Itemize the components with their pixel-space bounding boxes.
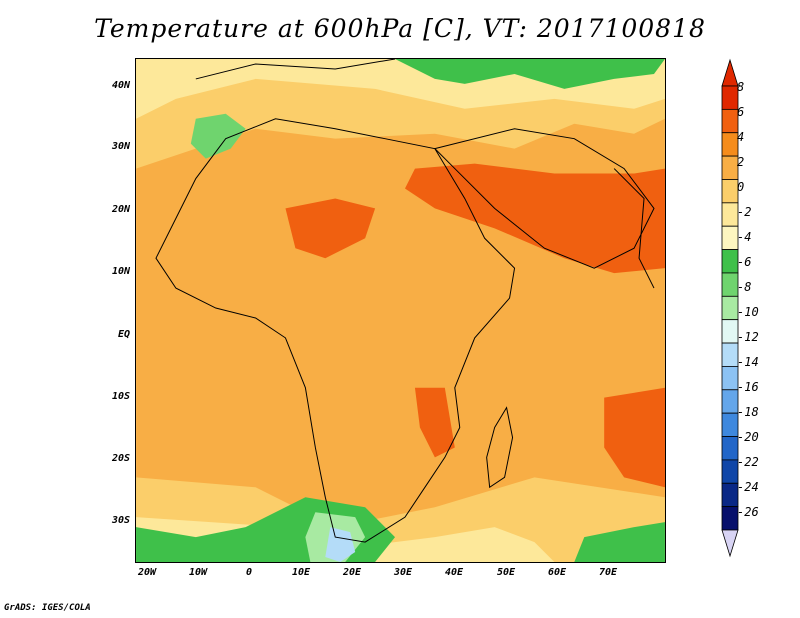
sahel-hot-core: [285, 198, 376, 259]
colorbar-label: -4: [737, 230, 752, 244]
colorbar-swatch: [721, 319, 739, 344]
arabia-coastline: [433, 128, 655, 269]
indian-ocean-hot-core: [604, 387, 665, 488]
colorbar-label: -22: [737, 455, 759, 469]
colorbar-label: -14: [737, 355, 759, 369]
colorbar-label: 6: [737, 105, 745, 119]
colorbar-label: -20: [737, 430, 759, 444]
colorbar-label: -10: [737, 305, 759, 319]
colorbar-swatch: [721, 295, 739, 321]
colorbar-swatch: [721, 225, 739, 250]
colorbar-swatch: [721, 366, 739, 391]
x-tick-label: 60E: [547, 567, 567, 578]
colorbar-swatch: [721, 272, 739, 297]
europe-coastline: [195, 59, 396, 80]
x-tick-label: 10E: [291, 567, 311, 578]
colorbar-label: 8: [737, 80, 745, 94]
x-tick-label: 40E: [444, 567, 464, 578]
colorbar-swatch: [721, 202, 739, 227]
colorbar-label: -16: [737, 380, 759, 394]
colorbar: [721, 58, 739, 558]
colorbar-swatch: [721, 459, 739, 484]
colorbar-bottom-arrow: [721, 529, 739, 558]
x-tick-label: 50E: [496, 567, 516, 578]
colorbar-swatch: [721, 412, 739, 437]
northwest-green-area: [190, 113, 246, 159]
arabian-hot-core: [404, 163, 665, 274]
colorbar-label: -18: [737, 405, 759, 419]
x-tick-label: 0: [245, 567, 253, 578]
y-tick-label: 40N: [111, 80, 130, 91]
colorbar-label: -6: [737, 255, 752, 269]
temperature-map: [135, 58, 666, 563]
y-tick-label: 20S: [111, 453, 130, 464]
southern-coldest-core: [325, 527, 356, 562]
colorbar-swatch: [721, 482, 739, 508]
y-tick-label: 10S: [111, 391, 130, 402]
colorbar-swatch: [721, 108, 739, 134]
y-tick-label: 20N: [111, 204, 130, 215]
colorbar-label: -24: [737, 480, 759, 494]
colorbar-swatch: [721, 436, 739, 461]
grads-credit: GrADS: IGES/COLA: [4, 603, 91, 613]
x-tick-label: 20E: [342, 567, 362, 578]
madagascar-coastline: [486, 406, 514, 489]
colorbar-swatch: [721, 389, 739, 414]
map-title: Temperature at 600hPa [C], VT: 201710081…: [94, 14, 706, 43]
colorbar-swatch: [721, 132, 739, 157]
colorbar-label: 4: [737, 130, 745, 144]
colorbar-label: 0: [737, 180, 745, 194]
colorbar-swatch: [721, 179, 739, 204]
colorbar-swatch: [721, 85, 739, 110]
y-tick-label: 30N: [111, 141, 130, 152]
x-tick-label: 70E: [598, 567, 618, 578]
northern-green-area: [295, 59, 665, 89]
x-tick-label: 30E: [393, 567, 413, 578]
colorbar-swatch: [721, 342, 739, 367]
colorbar-label: -2: [737, 205, 752, 219]
colorbar-swatch: [721, 506, 739, 531]
africa-coastline: [155, 118, 516, 543]
y-tick-label: 30S: [111, 515, 130, 526]
coastlines: [155, 59, 655, 543]
southeast-green-area: [574, 522, 665, 562]
colorbar-label: -12: [737, 330, 759, 344]
colorbar-top-arrow: [721, 58, 739, 87]
colorbar-label: -8: [737, 280, 752, 294]
colorbar-label: 2: [737, 155, 745, 169]
x-tick-label: 10W: [188, 567, 208, 578]
y-tick-label: EQ: [117, 329, 130, 340]
colorbar-label: -26: [737, 505, 759, 519]
colorbar-swatch: [721, 155, 739, 180]
colorbar-swatch: [721, 249, 739, 274]
x-tick-label: 20W: [137, 567, 157, 578]
india-coastline: [613, 168, 655, 289]
east-africa-hot-core: [414, 387, 455, 458]
y-tick-label: 10N: [111, 266, 130, 277]
